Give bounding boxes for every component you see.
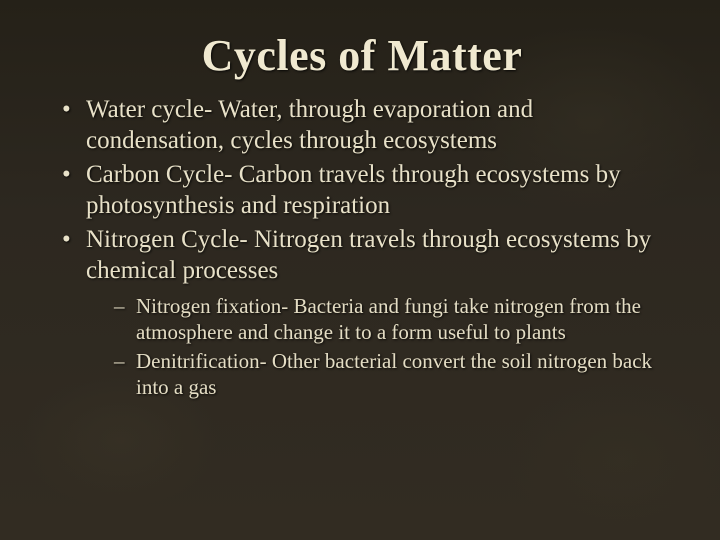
sub-bullet-item: Denitrification- Other bacterial convert… (114, 349, 672, 400)
main-bullet-list: Water cycle- Water, through evaporation … (52, 95, 672, 400)
bullet-text: Nitrogen Cycle- Nitrogen travels through… (86, 226, 651, 284)
slide-title: Cycles of Matter (52, 30, 672, 81)
bullet-item: Water cycle- Water, through evaporation … (62, 95, 672, 156)
bullet-item: Nitrogen Cycle- Nitrogen travels through… (62, 225, 672, 400)
bullet-item: Carbon Cycle- Carbon travels through eco… (62, 160, 672, 221)
sub-bullet-item: Nitrogen fixation- Bacteria and fungi ta… (114, 294, 672, 345)
sub-bullet-list: Nitrogen fixation- Bacteria and fungi ta… (86, 294, 672, 400)
